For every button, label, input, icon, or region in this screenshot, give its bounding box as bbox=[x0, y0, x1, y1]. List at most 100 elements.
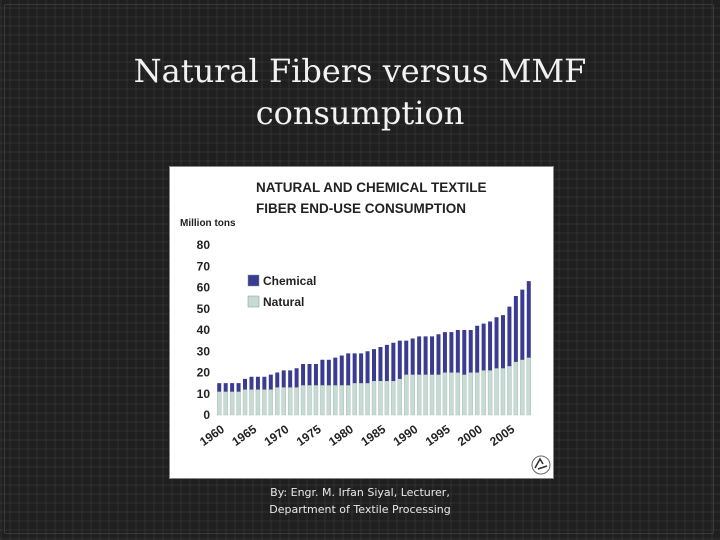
bar-natural bbox=[500, 368, 506, 416]
legend-label-chemical: Chemical bbox=[263, 274, 316, 288]
footer-department: Department of Textile Processing bbox=[269, 503, 451, 516]
bar-natural bbox=[371, 380, 377, 416]
bar-chemical bbox=[333, 357, 338, 386]
bar-natural bbox=[326, 385, 332, 416]
bar-natural bbox=[468, 372, 473, 416]
bar-chemical bbox=[223, 383, 228, 392]
bar-natural bbox=[358, 382, 364, 416]
y-tick-label: 10 bbox=[197, 387, 211, 401]
bar-natural bbox=[410, 374, 415, 416]
bar-chemical bbox=[346, 353, 351, 386]
legend-swatch-natural bbox=[247, 295, 260, 308]
x-tick-label: 1985 bbox=[358, 422, 388, 449]
bar-natural bbox=[474, 372, 480, 416]
chart-title-line-1: NATURAL AND CHEMICAL TEXTILE bbox=[256, 180, 487, 195]
bar-natural bbox=[255, 389, 261, 416]
slide-title-line-1: Natural Fibers versus MMF bbox=[133, 52, 587, 90]
bar-natural bbox=[462, 374, 467, 416]
x-tick-label: 1975 bbox=[294, 422, 324, 449]
footer-author: By: Engr. M. Irfan Siyal, Lecturer, bbox=[270, 486, 450, 499]
bar-chemical bbox=[352, 353, 357, 384]
footer: By: Engr. M. Irfan Siyal, Lecturer, Depa… bbox=[200, 484, 520, 518]
bar-chemical bbox=[513, 296, 518, 362]
bar-natural bbox=[449, 372, 454, 416]
bar-chemical bbox=[313, 364, 318, 386]
bar-natural bbox=[287, 387, 293, 416]
bar-natural bbox=[384, 380, 390, 416]
bar-chemical bbox=[326, 359, 331, 386]
bar-natural bbox=[494, 368, 499, 416]
legend-label-natural: Natural bbox=[263, 295, 304, 309]
bar-natural bbox=[404, 374, 409, 416]
legend-swatch-chemical bbox=[247, 274, 260, 287]
bar-chemical bbox=[455, 330, 460, 373]
bar-natural bbox=[281, 387, 286, 416]
y-tick-label: 50 bbox=[197, 302, 211, 316]
bar-natural bbox=[520, 359, 525, 416]
bar-natural bbox=[275, 387, 280, 416]
bar-chemical bbox=[243, 378, 248, 390]
bar-natural bbox=[416, 374, 422, 416]
bar-natural bbox=[507, 365, 512, 416]
y-tick-label: 40 bbox=[197, 323, 211, 337]
bar-chemical bbox=[365, 351, 370, 384]
x-tick-label: 2000 bbox=[455, 422, 485, 449]
y-tick-label: 60 bbox=[197, 281, 211, 295]
bar-natural bbox=[429, 374, 435, 416]
bar-chemical bbox=[500, 315, 505, 369]
slide-title: Natural Fibers versus MMF consumption bbox=[100, 50, 620, 134]
bar-natural bbox=[346, 385, 351, 416]
y-tick-label: 70 bbox=[197, 259, 211, 273]
bar-natural bbox=[391, 380, 396, 416]
bar-natural bbox=[513, 361, 519, 416]
bar-chemical bbox=[294, 368, 299, 388]
bar-chemical bbox=[236, 383, 241, 392]
chart-title-line-2: FIBER END-USE CONSUMPTION bbox=[256, 201, 466, 216]
bar-natural bbox=[378, 380, 383, 416]
bar-natural bbox=[217, 391, 222, 416]
bar-natural bbox=[352, 382, 357, 416]
bar-natural bbox=[249, 389, 254, 416]
bar-natural bbox=[333, 385, 338, 416]
bar-chemical bbox=[449, 332, 454, 373]
y-tick-label: 0 bbox=[203, 408, 210, 422]
bar-chemical bbox=[359, 353, 364, 384]
bar-natural bbox=[223, 391, 228, 416]
bar-chemical bbox=[301, 364, 306, 386]
bar-chemical bbox=[320, 359, 325, 386]
bar-chemical bbox=[391, 342, 396, 381]
slide-frame bbox=[4, 4, 714, 534]
bar-chemical bbox=[281, 370, 286, 388]
recycle-logo-icon bbox=[531, 455, 551, 475]
bar-chemical bbox=[475, 325, 480, 373]
bar-chemical bbox=[520, 289, 525, 360]
bar-natural bbox=[313, 385, 319, 416]
bar-natural bbox=[242, 389, 248, 416]
bar-chemical bbox=[430, 336, 435, 375]
bar-natural bbox=[481, 370, 486, 416]
bar-natural bbox=[294, 387, 299, 416]
x-tick-label: 1960 bbox=[197, 422, 227, 449]
bar-chemical bbox=[307, 364, 312, 386]
bar-chemical bbox=[404, 340, 409, 375]
bar-chemical bbox=[417, 336, 422, 375]
x-tick-label: 1995 bbox=[423, 422, 453, 449]
y-tick-label: 20 bbox=[197, 366, 211, 380]
bar-chemical bbox=[436, 334, 441, 375]
x-tick-label: 1990 bbox=[391, 422, 421, 449]
bar-natural bbox=[300, 385, 306, 416]
slide-title-line-2: consumption bbox=[255, 94, 465, 132]
bar-chemical bbox=[468, 330, 473, 373]
bar-natural bbox=[365, 382, 370, 416]
bar-natural bbox=[307, 385, 312, 416]
bar-chemical bbox=[230, 383, 235, 392]
bar-natural bbox=[236, 391, 241, 416]
x-tick-label: 1970 bbox=[262, 422, 292, 449]
bar-chemical bbox=[288, 370, 293, 388]
y-tick-label: 80 bbox=[197, 238, 211, 252]
bar-chemical bbox=[494, 317, 499, 369]
bar-chemical bbox=[249, 376, 254, 390]
bar-chemical bbox=[268, 374, 273, 390]
bar-natural bbox=[262, 389, 267, 416]
bar-natural bbox=[526, 357, 531, 416]
